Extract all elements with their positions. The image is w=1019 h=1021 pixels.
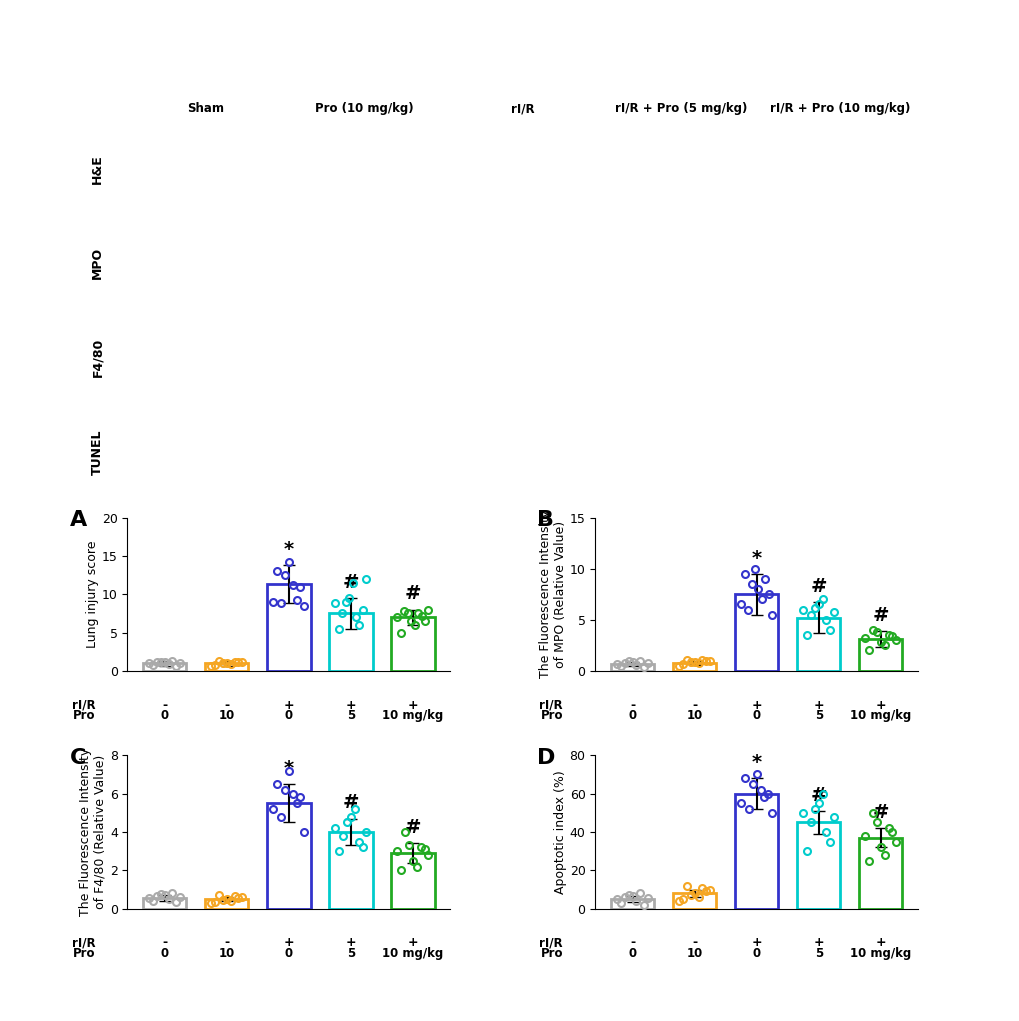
Text: *: * [283,759,293,778]
Bar [735,594,777,671]
Text: Pro: Pro [540,710,562,722]
Bar [267,584,310,671]
Text: -: - [162,698,167,712]
Bar [143,898,186,909]
Text: rI/R: rI/R [539,936,562,950]
Bar [796,822,840,909]
Text: -: - [691,698,697,712]
Text: Pro: Pro [72,947,95,960]
Bar [858,838,902,909]
Bar [391,618,434,671]
Text: #: # [810,577,826,596]
Text: #: # [810,786,826,805]
Y-axis label: Lung injury score: Lung injury score [86,540,99,648]
Text: +: + [345,698,356,712]
Text: +: + [408,936,418,950]
Text: -: - [224,698,229,712]
Text: #: # [871,804,889,822]
Text: rI/R: rI/R [539,698,562,712]
Text: 0: 0 [161,710,168,722]
Text: A: A [69,509,87,530]
Text: rI/R + Pro (5 mg/kg): rI/R + Pro (5 mg/kg) [614,102,747,115]
Text: 10 mg/kg: 10 mg/kg [382,710,443,722]
Text: rI/R: rI/R [511,102,534,115]
Bar [796,618,840,671]
Text: -: - [630,936,635,950]
Bar [143,664,186,671]
Bar [267,804,310,909]
Text: *: * [751,548,761,568]
Bar [329,832,372,909]
Text: +: + [283,698,293,712]
Text: +: + [408,698,418,712]
Text: -: - [691,936,697,950]
Text: +: + [751,698,761,712]
Text: 10: 10 [686,710,702,722]
Text: 10 mg/kg: 10 mg/kg [382,947,443,960]
Text: +: + [751,936,761,950]
Text: #: # [342,573,359,592]
Text: #: # [871,605,889,625]
Text: 0: 0 [752,947,760,960]
Text: 0: 0 [284,710,292,722]
Bar [858,639,902,671]
Text: 10: 10 [686,947,702,960]
Y-axis label: Apoptotic index (%): Apoptotic index (%) [553,770,567,893]
Text: #: # [405,819,421,837]
Text: Pro: Pro [72,710,95,722]
Text: Pro (10 mg/kg): Pro (10 mg/kg) [315,102,413,115]
Text: *: * [751,753,761,772]
Text: 10: 10 [218,710,234,722]
Text: MPO: MPO [91,247,104,280]
Text: rI/R: rI/R [71,698,95,712]
Bar [610,900,653,909]
Text: -: - [630,698,635,712]
Text: 0: 0 [628,947,636,960]
Bar [205,664,249,671]
Text: 10 mg/kg: 10 mg/kg [849,710,911,722]
Text: 5: 5 [814,947,822,960]
Text: 0: 0 [161,947,168,960]
Text: #: # [405,584,421,603]
Text: -: - [162,936,167,950]
Text: 10 mg/kg: 10 mg/kg [849,947,911,960]
Text: D: D [537,747,555,768]
Text: 5: 5 [814,710,822,722]
Bar [391,854,434,909]
Text: +: + [283,936,293,950]
Bar [205,900,249,909]
Text: C: C [69,747,86,768]
Y-axis label: The Fluorescence Intensity
of F4/80 (Relative Value): The Fluorescence Intensity of F4/80 (Rel… [78,747,107,916]
Text: #: # [342,793,359,813]
Text: 0: 0 [628,710,636,722]
Text: 5: 5 [346,710,355,722]
Text: Pro: Pro [540,947,562,960]
Bar [735,793,777,909]
Bar [673,663,715,671]
Y-axis label: The Fluorescence Intensity
of MPO (Relative Value): The Fluorescence Intensity of MPO (Relat… [538,510,567,678]
Text: *: * [283,540,293,558]
Text: 10: 10 [218,947,234,960]
Text: Sham: Sham [186,102,223,115]
Text: +: + [812,698,823,712]
Text: +: + [874,698,886,712]
Bar [673,893,715,909]
Text: 5: 5 [346,947,355,960]
Text: B: B [537,509,553,530]
Text: +: + [874,936,886,950]
Text: 0: 0 [284,947,292,960]
Text: 0: 0 [752,710,760,722]
Text: +: + [345,936,356,950]
Text: rI/R + Pro (10 mg/kg): rI/R + Pro (10 mg/kg) [769,102,910,115]
Text: -: - [224,936,229,950]
Text: TUNEL: TUNEL [91,429,104,475]
Bar [329,614,372,671]
Text: F4/80: F4/80 [91,338,104,378]
Text: rI/R: rI/R [71,936,95,950]
Bar [610,664,653,671]
Text: +: + [812,936,823,950]
Text: H&E: H&E [91,154,104,184]
